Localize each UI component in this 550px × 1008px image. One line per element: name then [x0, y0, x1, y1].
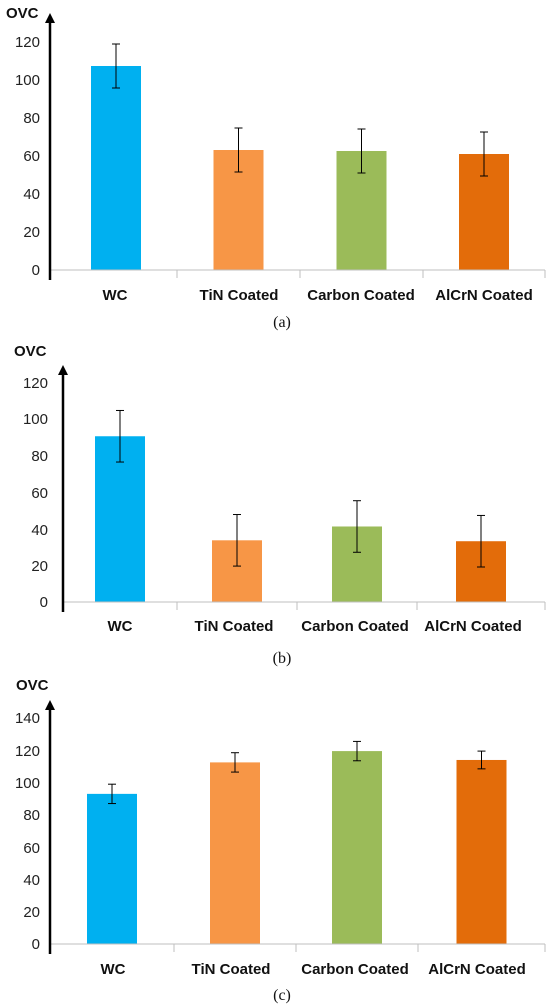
bars: [95, 409, 506, 602]
x-tick-label: Carbon Coated: [301, 961, 409, 978]
y-tick-label: 60: [31, 485, 48, 502]
y-tick-labels: 0 20 40 60 80 100 120: [23, 375, 48, 611]
y-axis-label: OVC: [16, 677, 49, 694]
y-tick-label: 0: [40, 594, 48, 611]
x-tick-labels: WC TiN Coated Carbon Coated AlCrN Coated: [108, 618, 522, 635]
y-tick-label: 100: [23, 411, 48, 428]
x-tick-label: TiN Coated: [192, 961, 271, 978]
panel-caption: (c): [273, 987, 291, 1004]
x-tick-label: AlCrN Coated: [435, 287, 533, 304]
panel-caption: (b): [273, 650, 292, 667]
bar: [95, 436, 145, 602]
bar: [91, 66, 141, 270]
y-tick-label: 100: [15, 72, 40, 89]
x-tick-label: WC: [108, 618, 133, 635]
y-tick-label: 120: [23, 375, 48, 392]
x-tick-label: TiN Coated: [195, 618, 274, 635]
error-bar: [108, 783, 116, 805]
y-tick-label: 0: [32, 936, 40, 953]
x-tick-labels: WC TiN Coated Carbon Coated AlCrN Coated: [103, 287, 533, 304]
x-tick-label: WC: [101, 961, 126, 978]
panel-b: OVC (b) 0 20 40 60 80 100 120 WC TiN Coa…: [14, 343, 546, 667]
error-bar: [480, 131, 488, 177]
error-bar: [233, 514, 241, 567]
bar: [456, 759, 507, 944]
x-tick-labels: WC TiN Coated Carbon Coated AlCrN Coated: [101, 961, 526, 978]
y-tick-label: 40: [23, 186, 40, 203]
y-tick-labels: 0 20 40 60 80 100 120 140: [15, 710, 40, 953]
y-tick-label: 40: [23, 872, 40, 889]
error-bar: [477, 514, 485, 568]
bar: [87, 793, 137, 944]
panel-a: OVC (a) 0 20 40 60 80 100 120 WC TiN Coa…: [6, 5, 546, 331]
x-tick-label: AlCrN Coated: [424, 618, 522, 635]
y-tick-label: 120: [15, 34, 40, 51]
y-tick-label: 80: [31, 448, 48, 465]
y-tick-label: 140: [15, 710, 40, 727]
error-bar: [234, 127, 243, 173]
y-tick-label: 60: [23, 148, 40, 165]
y-tick-labels: 0 20 40 60 80 100 120: [15, 34, 40, 279]
y-axis-label: OVC: [6, 5, 39, 22]
y-tick-label: 20: [31, 558, 48, 575]
y-tick-label: 100: [15, 775, 40, 792]
x-tick-label: Carbon Coated: [301, 618, 409, 635]
panel-caption: (a): [273, 314, 291, 331]
axes: [45, 700, 546, 954]
bars: [91, 43, 509, 270]
error-bar: [112, 43, 120, 89]
error-bar: [353, 500, 361, 553]
panel-c: OVC (c) 0 20 40 60 80 100 120 140 WC TiN…: [15, 677, 546, 1004]
y-tick-label: 20: [23, 224, 40, 241]
bar: [332, 751, 382, 944]
error-bar: [116, 409, 124, 463]
axes: [45, 13, 546, 280]
error-bar: [477, 750, 486, 770]
x-tick-label: WC: [103, 287, 128, 304]
y-tick-label: 20: [23, 904, 40, 921]
x-tick-label: AlCrN Coated: [428, 961, 526, 978]
error-bar: [357, 128, 366, 174]
y-tick-label: 40: [31, 522, 48, 539]
y-axis-label: OVC: [14, 343, 47, 360]
bar: [210, 762, 260, 944]
x-tick-label: TiN Coated: [200, 287, 279, 304]
x-tick-label: Carbon Coated: [307, 287, 415, 304]
y-tick-label: 80: [23, 807, 40, 824]
y-tick-label: 0: [32, 262, 40, 279]
bars: [87, 740, 507, 944]
y-tick-label: 120: [15, 743, 40, 760]
y-tick-label: 80: [23, 110, 40, 127]
error-bar: [353, 740, 361, 762]
y-tick-label: 60: [23, 840, 40, 857]
error-bar: [231, 752, 239, 773]
axes: [58, 365, 546, 612]
